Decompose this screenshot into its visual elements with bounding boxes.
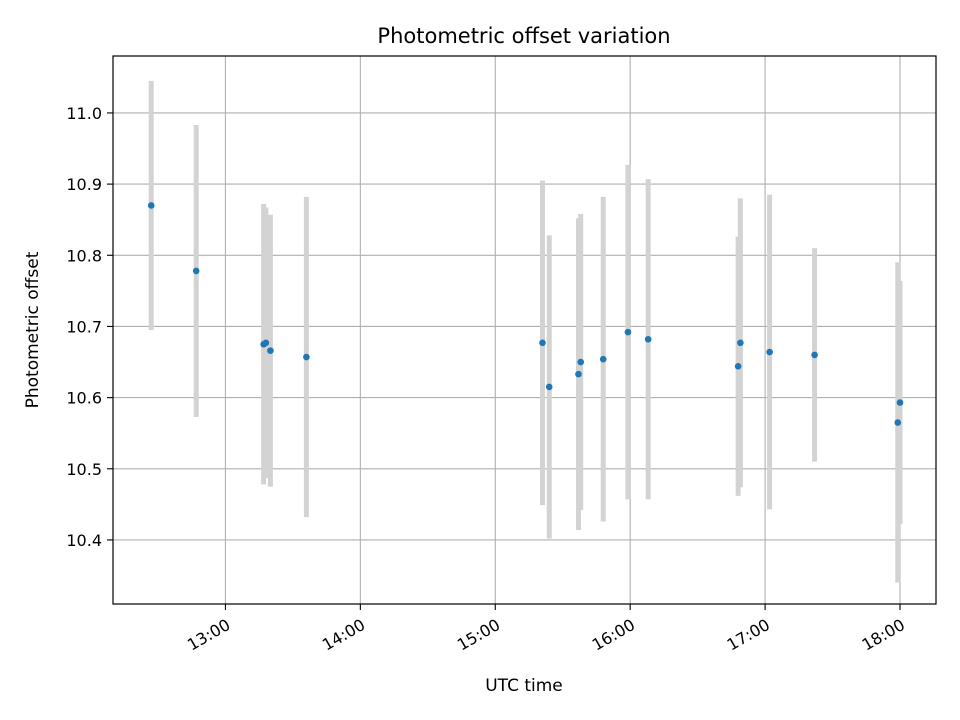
y-axis-ticks: 10.4 10.5 10.6 10.7 10.8 10.9 11.0 <box>66 104 113 550</box>
data-point <box>147 202 155 209</box>
data-point <box>303 353 310 361</box>
plot-frame <box>112 55 937 605</box>
y-tick-label: 11.0 <box>66 104 102 123</box>
x-axis-ticks: 13:00 14:00 15:00 16:00 17:00 18:00 <box>184 604 908 655</box>
x-tick-label: 15:00 <box>454 615 503 655</box>
y-tick-label: 10.4 <box>66 531 102 550</box>
data-point <box>599 355 607 363</box>
data-point <box>545 383 553 391</box>
y-axis-label: Photometric offset <box>23 251 43 408</box>
y-tick-label: 10.7 <box>66 317 102 336</box>
y-tick-label: 10.9 <box>66 175 102 194</box>
data-points <box>147 202 904 426</box>
data-point <box>894 419 902 426</box>
data-point <box>262 339 270 347</box>
data-point <box>737 339 744 347</box>
data-point <box>734 362 742 370</box>
data-point <box>577 358 585 366</box>
y-tick-label: 10.5 <box>66 460 102 479</box>
data-point <box>896 399 904 406</box>
x-tick-label: 13:00 <box>184 615 233 655</box>
x-tick-label: 14:00 <box>319 615 368 655</box>
y-tick-label: 10.6 <box>66 389 102 408</box>
y-tick-label: 10.8 <box>66 246 102 265</box>
data-point <box>539 339 546 347</box>
x-tick-label: 18:00 <box>859 615 908 655</box>
data-point <box>192 267 200 275</box>
error-bars <box>148 80 903 583</box>
data-point <box>644 335 652 343</box>
chart-title: Photometric offset variation <box>377 24 670 48</box>
x-axis-label: UTC time <box>485 676 563 696</box>
data-point <box>267 347 274 354</box>
x-tick-label: 16:00 <box>589 615 638 655</box>
data-point <box>575 370 582 378</box>
data-point <box>811 351 818 359</box>
x-tick-label: 17:00 <box>724 615 773 655</box>
data-point <box>766 348 773 356</box>
data-point <box>624 328 632 336</box>
